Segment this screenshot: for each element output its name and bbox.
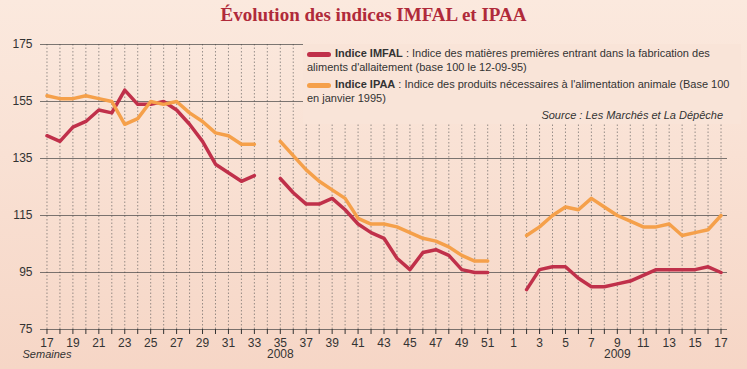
svg-text:5: 5	[562, 336, 569, 350]
svg-text:3: 3	[536, 336, 543, 350]
svg-text:29: 29	[196, 336, 210, 350]
svg-text:35: 35	[273, 336, 287, 350]
svg-text:95: 95	[19, 265, 33, 279]
svg-text:39: 39	[325, 336, 339, 350]
svg-text:31: 31	[222, 336, 236, 350]
svg-text:75: 75	[19, 322, 33, 336]
svg-text:37: 37	[300, 336, 314, 350]
svg-text:175: 175	[12, 37, 32, 51]
svg-text:9: 9	[614, 336, 621, 350]
svg-text:2008: 2008	[267, 347, 294, 361]
svg-text:49: 49	[455, 336, 469, 350]
svg-text:27: 27	[170, 336, 184, 350]
svg-text:15: 15	[688, 336, 702, 350]
svg-text:2009: 2009	[604, 347, 631, 361]
svg-text:7: 7	[588, 336, 595, 350]
svg-text:Semaines: Semaines	[23, 348, 72, 360]
svg-text:23: 23	[118, 336, 132, 350]
html-text:Source : Les Marchés et La Dép: Source : Les Marchés et La Dépêche	[541, 109, 723, 121]
svg-text:21: 21	[92, 336, 106, 350]
html-text:Indice IPAA: Indice des produi: Indice IPAA: Indice des produits nécessa…	[307, 78, 730, 104]
svg-text:11: 11	[637, 336, 650, 350]
svg-text:19: 19	[66, 336, 80, 350]
svg-text:13: 13	[662, 336, 676, 350]
svg-text:43: 43	[377, 336, 391, 350]
html-text:Indice IMFAL: Indice des matiè: Indice IMFAL: Indice des matières premiè…	[307, 47, 710, 73]
svg-text:17: 17	[40, 336, 54, 350]
svg-text:25: 25	[144, 336, 158, 350]
svg-text:33: 33	[248, 336, 262, 350]
svg-text:17: 17	[714, 336, 728, 350]
svg-text:115: 115	[13, 208, 32, 222]
svg-text:45: 45	[403, 336, 417, 350]
svg-text:135: 135	[12, 151, 32, 165]
html-text:Évolution des indices IMFAL et: Évolution des indices IMFAL et IPAA	[220, 4, 527, 25]
svg-text:155: 155	[12, 94, 32, 108]
svg-text:1: 1	[510, 336, 517, 350]
svg-text:41: 41	[351, 336, 365, 350]
svg-text:51: 51	[481, 336, 495, 350]
svg-text:47: 47	[429, 336, 443, 350]
